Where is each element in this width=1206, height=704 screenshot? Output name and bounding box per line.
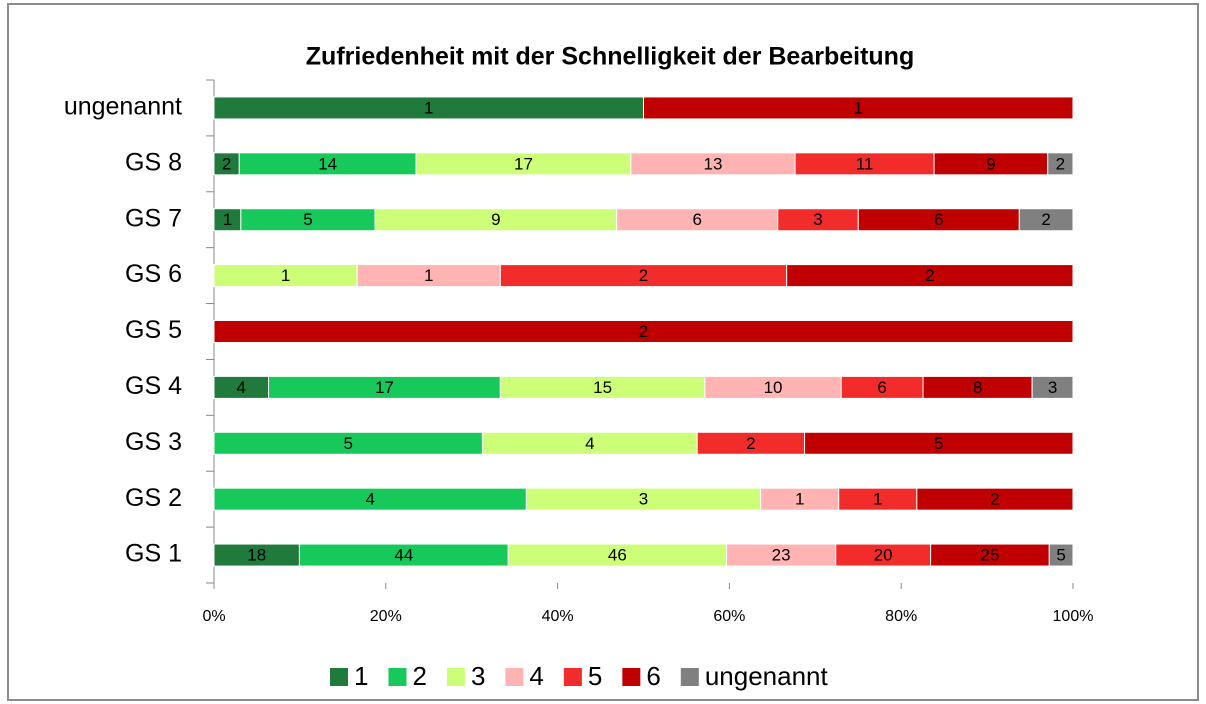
legend-label: 1 <box>354 661 368 691</box>
y-tick-label: ungenannt <box>64 93 182 121</box>
x-tick-label: 40% <box>542 608 574 625</box>
data-label: 6 <box>692 210 701 229</box>
legend-label: ungenannt <box>705 661 829 691</box>
data-label: 2 <box>1041 210 1050 229</box>
data-label: 2 <box>746 434 755 453</box>
data-label: 9 <box>986 154 995 173</box>
legend-label: 6 <box>646 661 660 691</box>
data-label: 3 <box>639 490 648 509</box>
y-tick-label: GS 1 <box>125 540 182 568</box>
bar-segment <box>1031 375 1074 399</box>
bar-segment <box>1018 208 1074 232</box>
data-label: 5 <box>1056 546 1065 565</box>
data-label: 2 <box>1056 154 1065 173</box>
data-label: 17 <box>514 154 533 173</box>
data-label: 10 <box>764 378 783 397</box>
bar-segment <box>786 264 1074 288</box>
legend-swatch <box>563 668 582 686</box>
y-tick-label: GS 8 <box>125 148 182 176</box>
data-label: 6 <box>934 210 943 229</box>
legend-label: 4 <box>529 661 543 691</box>
data-label: 4 <box>365 490 374 509</box>
data-label: 17 <box>375 378 394 397</box>
chart-frame <box>7 3 1199 701</box>
legend-swatch <box>388 668 407 686</box>
data-label: 1 <box>795 490 804 509</box>
data-label: 2 <box>925 266 934 285</box>
x-tick-label: 100% <box>1053 608 1094 625</box>
data-label: 25 <box>980 546 999 565</box>
bar-segment <box>916 487 1074 511</box>
data-label: 4 <box>237 378 246 397</box>
data-label: 1 <box>223 210 232 229</box>
data-label: 4 <box>585 434 594 453</box>
data-label: 3 <box>1048 378 1057 397</box>
bar-segment <box>1048 543 1074 567</box>
bar-segment <box>643 96 1074 120</box>
x-tick-label: 60% <box>713 608 745 625</box>
data-label: 5 <box>303 210 312 229</box>
legend-swatch <box>446 668 465 686</box>
data-label: 6 <box>877 378 886 397</box>
legend-swatch <box>622 668 641 686</box>
data-label: 5 <box>343 434 352 453</box>
data-label: 5 <box>934 434 943 453</box>
data-label: 1 <box>281 266 290 285</box>
legend-label: 5 <box>588 661 602 691</box>
chart-title: Zufriedenheit mit der Schnelligkeit der … <box>306 43 914 71</box>
data-label: 18 <box>247 546 266 565</box>
data-label: 9 <box>491 210 500 229</box>
data-label: 2 <box>222 154 231 173</box>
x-tick-label: 0% <box>202 608 225 625</box>
data-label: 1 <box>854 98 863 117</box>
legend-swatch <box>330 668 348 686</box>
data-label: 2 <box>990 490 999 509</box>
y-tick-label: GS 6 <box>125 260 182 288</box>
bar-segment <box>213 320 1074 343</box>
data-label: 15 <box>593 378 612 397</box>
data-label: 13 <box>704 154 723 173</box>
bar-segment <box>804 431 1074 455</box>
legend-label: 3 <box>471 661 485 691</box>
y-tick-label: GS 5 <box>125 316 182 344</box>
data-label: 44 <box>394 546 413 565</box>
y-tick-label: GS 3 <box>125 428 182 456</box>
bar-segment <box>1047 152 1074 176</box>
data-label: 3 <box>813 210 822 229</box>
data-label: 2 <box>639 266 648 285</box>
legend-swatch <box>680 668 699 686</box>
data-label: 2 <box>639 322 648 341</box>
data-label: 23 <box>772 546 791 565</box>
data-label: 46 <box>608 546 627 565</box>
data-label: 1 <box>424 98 433 117</box>
legend-label: 2 <box>412 661 426 691</box>
data-label: 11 <box>856 154 874 173</box>
data-label: 1 <box>873 490 882 509</box>
data-label: 20 <box>874 546 893 565</box>
x-tick-label: 80% <box>885 608 917 625</box>
y-tick-label: GS 2 <box>125 484 182 512</box>
data-label: 1 <box>424 266 433 285</box>
data-label: 14 <box>318 154 337 173</box>
data-label: 8 <box>973 378 982 397</box>
y-tick-label: GS 7 <box>125 204 182 232</box>
legend-swatch <box>505 668 524 686</box>
y-tick-label: GS 4 <box>125 372 182 400</box>
x-tick-label: 20% <box>370 608 402 625</box>
